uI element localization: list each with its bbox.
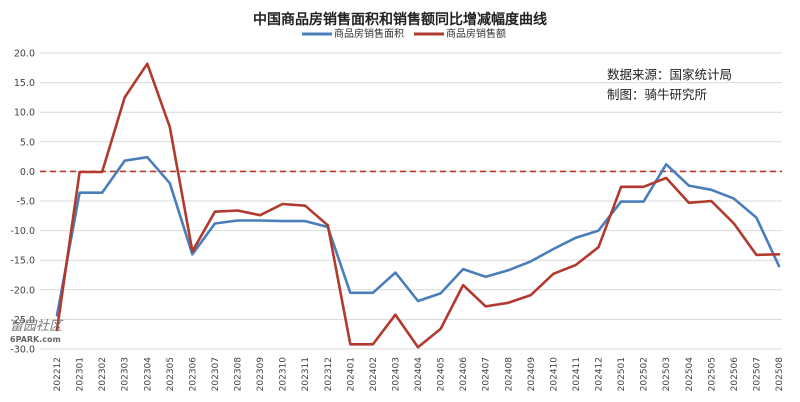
y-tick-label: -10.0 xyxy=(10,226,35,237)
x-tick-label: 202303 xyxy=(121,357,131,391)
x-tick-label: 202508 xyxy=(775,357,785,392)
legend-label-sales: 商品房销售额 xyxy=(446,27,506,40)
source-note-line1: 数据来源：国家统计局 xyxy=(607,67,732,82)
x-tick-label: 202302 xyxy=(98,357,108,391)
x-tick-label: 202405 xyxy=(437,357,447,391)
y-tick-label: -25.0 xyxy=(10,315,35,326)
x-tick-label: 202410 xyxy=(549,357,559,392)
x-tick-label: 202304 xyxy=(143,357,153,392)
x-tick-label: 202412 xyxy=(595,357,605,391)
series-line-area xyxy=(55,155,781,317)
x-tick-label: 202309 xyxy=(256,357,266,392)
x-tick-label: 202407 xyxy=(482,357,492,391)
x-tick-label: 202401 xyxy=(346,357,356,391)
x-axis-ticks: 202212 202301 202302 202303 202304 202305 2023… xyxy=(53,357,785,392)
x-tick-label: 202409 xyxy=(527,357,537,392)
watermark-site: 6PARK.com xyxy=(10,335,61,344)
x-tick-label: 202404 xyxy=(414,357,424,392)
y-tick-label: -30.0 xyxy=(10,345,35,356)
x-tick-label: 202301 xyxy=(76,357,86,391)
series-lines xyxy=(55,62,781,349)
x-tick-label: 202308 xyxy=(234,357,244,392)
x-tick-label: 202307 xyxy=(211,357,221,391)
x-tick-label: 202402 xyxy=(369,357,379,391)
legend-label-area: 商品房销售面积 xyxy=(334,27,404,40)
x-tick-label: 202506 xyxy=(730,357,740,392)
source-note-line2: 制图：骑牛研究所 xyxy=(607,87,707,102)
y-tick-label: -5.0 xyxy=(16,197,35,208)
x-tick-label: 202403 xyxy=(391,357,401,391)
y-tick-label: 20.0 xyxy=(14,49,35,60)
x-tick-label: 202408 xyxy=(504,357,514,392)
y-tick-label: 5.0 xyxy=(20,137,35,148)
x-tick-label: 202507 xyxy=(752,357,762,391)
x-tick-label: 202311 xyxy=(301,357,311,391)
y-tick-label: -15.0 xyxy=(10,256,35,267)
x-tick-label: 202411 xyxy=(572,357,582,391)
y-axis-ticks: 20.0 15.0 10.0 5.0 0.0 -5.0 -10.0 -15.0 -20.0 -25… xyxy=(10,49,35,356)
x-tick-label: 202505 xyxy=(707,357,717,391)
x-tick-label: 202310 xyxy=(279,357,289,392)
y-tick-label: 10.0 xyxy=(14,108,35,119)
x-tick-label: 202305 xyxy=(166,357,176,391)
x-tick-label: 202212 xyxy=(53,357,63,391)
series-line-sales xyxy=(55,62,781,349)
x-tick-label: 202502 xyxy=(640,357,650,391)
y-tick-label: 15.0 xyxy=(14,78,35,89)
chart-title: 中国商品房销售面积和销售额同比增减幅度曲线 xyxy=(253,11,547,28)
x-tick-label: 202503 xyxy=(662,357,672,391)
y-tick-label: 0.0 xyxy=(20,167,35,178)
gridlines xyxy=(40,52,782,350)
x-tick-label: 202504 xyxy=(685,357,695,392)
watermark-logo: 留园社区 xyxy=(10,319,64,334)
x-tick-label: 202406 xyxy=(459,357,469,392)
legend: 商品房销售面积 商品房销售额 xyxy=(302,27,506,40)
x-tick-label: 202501 xyxy=(617,357,627,391)
x-tick-label: 202306 xyxy=(188,357,198,392)
y-tick-label: -20.0 xyxy=(10,285,35,296)
x-tick-label: 202312 xyxy=(324,357,334,391)
